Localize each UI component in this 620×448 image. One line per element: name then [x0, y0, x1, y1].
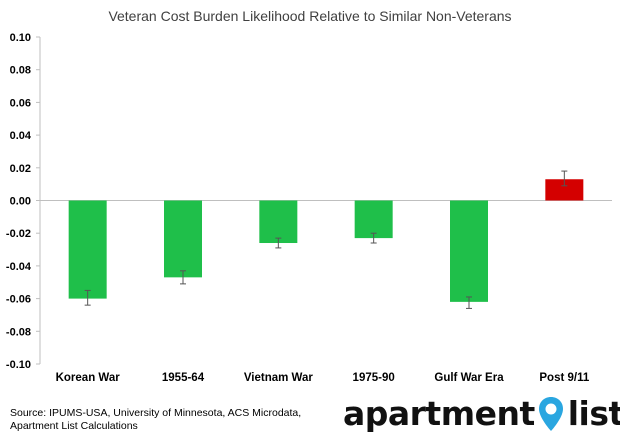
y-tick-label: -0.04 [6, 261, 32, 273]
bar-chart: 0.10 0.08 0.06 0.04 0.02 0.00 -0.02 -0.04 -0.06 -… [6, 32, 612, 384]
chart-title: Veteran Cost Burden Likelihood Relative … [108, 8, 512, 24]
chart-bars [68, 179, 584, 302]
y-tick-label: -0.06 [6, 294, 31, 306]
chart-axes [36, 36, 612, 365]
logo-word-list: list [567, 394, 620, 433]
chart-error-bars [84, 170, 568, 309]
source-note: Source: IPUMS-USA, University of Minneso… [10, 407, 301, 433]
x-category-label: Vietnam War [244, 372, 314, 384]
x-category-label: Post 9/11 [539, 372, 589, 384]
bar [354, 200, 393, 239]
y-tick-label: -0.10 [6, 359, 31, 371]
y-tick-label: 0.00 [10, 196, 31, 208]
location-pin-icon [538, 396, 563, 431]
y-tick-label: 0.06 [10, 97, 31, 109]
y-tick-label: -0.08 [6, 326, 31, 338]
x-category-label: Korean War [56, 372, 121, 384]
y-tick-label: 0.08 [10, 65, 31, 77]
source-line-2: Apartment List Calculations [10, 420, 138, 432]
x-category-label: Gulf War Era [434, 372, 504, 384]
y-tick-label: 0.10 [10, 32, 31, 44]
x-category-label: 1955-64 [162, 372, 205, 384]
y-tick-label: 0.02 [10, 163, 31, 175]
logo-word-apartment: apartment [343, 394, 535, 433]
x-category-label: 1975-90 [353, 372, 395, 384]
bar [545, 179, 584, 201]
y-tick-label: 0.04 [10, 130, 32, 142]
bar [68, 200, 107, 299]
y-tick-label: -0.02 [6, 228, 31, 240]
apartment-list-logo: apartment list [343, 394, 620, 433]
bar [450, 200, 488, 302]
bar [164, 200, 202, 278]
source-line-1: Source: IPUMS-USA, University of Minneso… [10, 407, 302, 419]
chart-labels: 0.10 0.08 0.06 0.04 0.02 0.00 -0.02 -0.04 -0.06 -… [6, 32, 590, 384]
bar [259, 200, 298, 244]
